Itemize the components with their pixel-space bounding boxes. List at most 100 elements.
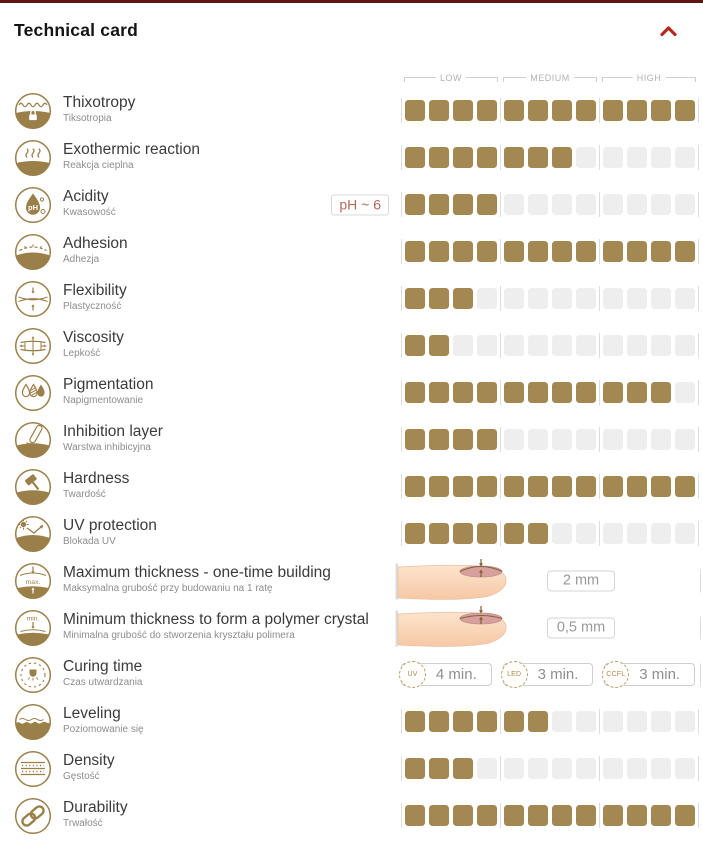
property-sublabel: Adhezja (63, 253, 100, 265)
rating-bar-separator (698, 521, 699, 546)
svg-text:min.: min. (27, 615, 40, 622)
row-value-area (401, 322, 703, 369)
row-inhibition-layer: Inhibition layer Warstwa inhibicyjna (0, 416, 703, 463)
row-minimum-thickness-to-form-a-polymer-crystal: min. Minimum thickness to form a polymer… (0, 604, 703, 651)
property-sublabel: Lepkość (63, 347, 101, 359)
rating-square (429, 100, 449, 121)
rating-square (504, 805, 524, 826)
row-value-area: pH ~ 6 (331, 181, 703, 228)
rating-bar-group (600, 523, 698, 544)
rating-square (675, 241, 695, 262)
rating-square (627, 100, 647, 121)
rating-square (477, 429, 497, 450)
viscosity-icon (14, 327, 52, 365)
rating-bar-group (501, 429, 599, 450)
rating-bar-group (402, 194, 500, 215)
panel-title: Technical card (14, 20, 139, 40)
rating-square (528, 476, 548, 497)
rating-square (576, 100, 596, 121)
rating-bar-group (402, 335, 500, 356)
rating-scale-header: LOW MEDIUM HIGH (0, 73, 703, 86)
curing-time-icon (14, 656, 52, 694)
row-durability: Durability Trwałość (0, 792, 703, 839)
rating-bar-group (501, 288, 599, 309)
rating-bar-separator (401, 380, 402, 405)
rating-square (528, 194, 548, 215)
rating-bar-group (402, 711, 500, 732)
rating-bar-group (600, 147, 698, 168)
property-label: UV protection (63, 516, 157, 534)
rating-bar-group (600, 805, 698, 826)
rating-square (603, 335, 623, 356)
rating-square (576, 711, 596, 732)
rating-bar-separator (500, 709, 501, 734)
rating-square (453, 288, 473, 309)
property-labels: Pigmentation Napigmentowanie (63, 376, 401, 406)
property-sublabel: Reakcja cieplna (63, 159, 134, 171)
rating-square (651, 100, 671, 121)
property-labels: Adhesion Adhezja (63, 235, 401, 265)
rating-square (528, 288, 548, 309)
min-thickness-icon: min. (14, 609, 52, 647)
rating-square (429, 241, 449, 262)
rating-square (528, 147, 548, 168)
scale-tick (695, 77, 696, 82)
rating-square (477, 288, 497, 309)
rating-square (603, 241, 623, 262)
rating-square (528, 805, 548, 826)
rating-square (651, 523, 671, 544)
rating-square (453, 147, 473, 168)
scale-tick (596, 77, 597, 82)
row-value-area (401, 369, 703, 416)
row-value-area (401, 745, 703, 792)
uv-protection-icon (14, 515, 52, 553)
rating-square (552, 476, 572, 497)
rating-square (576, 335, 596, 356)
rating-bar-separator (698, 427, 699, 452)
rating-square (405, 429, 425, 450)
scale-tick (503, 77, 504, 82)
property-label: Curing time (63, 657, 143, 675)
rating-bar-group (402, 805, 500, 826)
ph-value-badge: pH ~ 6 (331, 194, 389, 215)
rating-bar-group (501, 758, 599, 779)
curing-time-value: 3 min. (639, 666, 681, 683)
rating-square (552, 241, 572, 262)
rating-bar-group (402, 241, 500, 262)
property-label: Viscosity (63, 328, 124, 346)
rating-square (627, 476, 647, 497)
row-uv-protection: UV protection Blokada UV (0, 510, 703, 557)
rating-square (675, 429, 695, 450)
row-curing-time: Curing time Czas utwardzania UV 4 min. LED 3 … (0, 651, 703, 698)
scale-tick (602, 77, 603, 82)
rating-bar (401, 521, 699, 546)
rating-square (675, 100, 695, 121)
property-sublabel: Gęstość (63, 770, 100, 782)
rating-square (453, 100, 473, 121)
rating-square (576, 382, 596, 403)
rating-bar-separator (401, 756, 402, 781)
rating-square (603, 382, 623, 403)
rating-bar-separator (500, 145, 501, 170)
rating-square (627, 382, 647, 403)
finger-nail-image (395, 558, 513, 609)
rating-square (453, 711, 473, 732)
rating-bar-separator (401, 709, 402, 734)
rating-square (504, 288, 524, 309)
rating-square (528, 711, 548, 732)
rating-square (603, 288, 623, 309)
rating-square (453, 429, 473, 450)
rating-bar-separator (500, 286, 501, 311)
rating-square (552, 523, 572, 544)
rating-square (603, 194, 623, 215)
rating-square (675, 382, 695, 403)
rating-square (627, 429, 647, 450)
collapse-button[interactable] (658, 23, 679, 39)
rating-square (477, 711, 497, 732)
rating-square (405, 523, 425, 544)
property-sublabel: Minimalna grubość do stworzenia kryształ… (63, 629, 295, 641)
rating-square (675, 523, 695, 544)
rating-square (477, 382, 497, 403)
rating-square (477, 805, 497, 826)
rating-square (576, 194, 596, 215)
